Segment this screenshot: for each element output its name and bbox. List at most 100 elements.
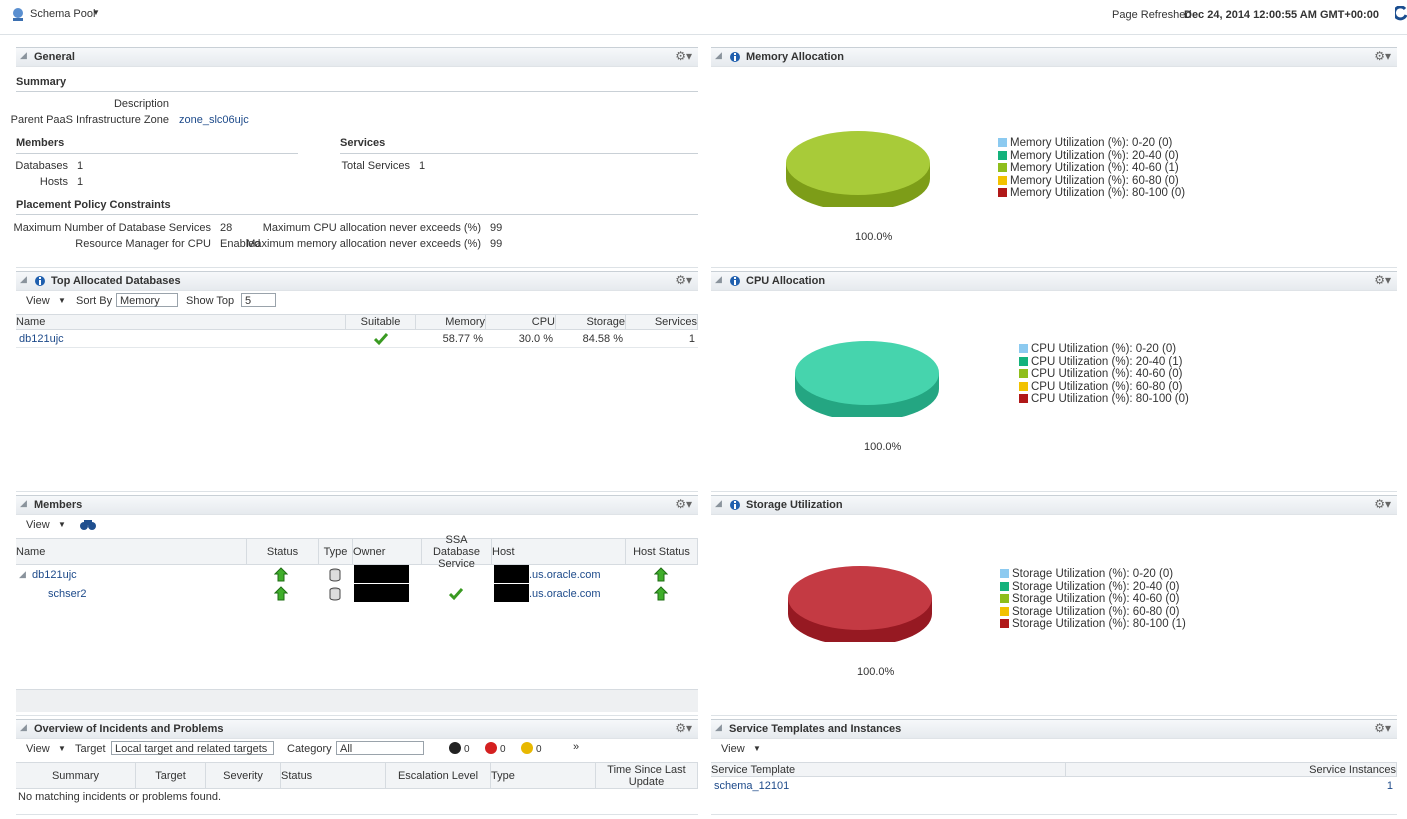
column-header[interactable]: Severity (206, 762, 281, 789)
column-header[interactable]: Service Template (711, 762, 1066, 777)
column-header[interactable]: Status (281, 762, 386, 789)
legend-swatch (1000, 594, 1009, 603)
app-icon (13, 8, 23, 21)
field-value: Enabled (220, 238, 261, 250)
collapse-toggle[interactable]: ◢ (715, 274, 722, 284)
column-header[interactable]: Host Status (626, 538, 698, 565)
field-label: Resource Manager for CPU (75, 238, 211, 250)
database-link[interactable]: db121ujc (19, 333, 64, 345)
target-select[interactable]: Local target and related targets (111, 741, 274, 755)
panel-title: Memory Allocation (746, 51, 844, 63)
field-label: Parent PaaS Infrastructure Zone (10, 114, 169, 126)
panel-menu[interactable]: ⚙▾ (675, 497, 692, 511)
member-link[interactable]: schser2 (48, 588, 87, 600)
column-header[interactable]: Name (16, 538, 247, 565)
refresh-button (1395, 6, 1407, 21)
empty-message: No matching incidents or problems found. (18, 791, 221, 803)
caret: ▼ (58, 520, 66, 529)
field-label: Category (287, 743, 332, 755)
view-menu[interactable]: View (26, 743, 50, 755)
column-header[interactable]: Target (136, 762, 206, 789)
panel: ◢ Storage Utilization ⚙▾ 100.0% Storage Uti… (711, 495, 1397, 716)
legend-label: CPU Utilization (%): 40-60 (0) (1031, 368, 1183, 380)
field-label: Sort By (76, 295, 113, 307)
column-header[interactable]: Memory (416, 314, 486, 330)
refreshed-value: Dec 24, 2014 12:00:55 AM GMT+00:00 (1184, 9, 1379, 21)
member-link[interactable]: db121ujc (32, 569, 77, 581)
legend-label: Storage Utilization (%): 60-80 (0) (1012, 605, 1180, 618)
host-link[interactable]: .us.oracle.com (529, 569, 601, 581)
column-header[interactable]: Storage (556, 314, 626, 330)
collapse-toggle[interactable]: ◢ (715, 722, 722, 732)
column-header[interactable]: CPU (486, 314, 556, 330)
panel-title: CPU Allocation (746, 275, 826, 287)
panel-menu[interactable]: ⚙▾ (1374, 49, 1391, 63)
column-header[interactable]: Service Instances (1066, 762, 1397, 777)
view-menu[interactable]: View (721, 743, 745, 755)
column-header[interactable]: Type (491, 762, 596, 789)
expand-toggle: ◢ (19, 569, 26, 579)
legend-swatch (1000, 569, 1009, 578)
column-header[interactable]: Status (247, 538, 319, 565)
panel: ◢ Memory Allocation ⚙▾ 100.0% Memory Utiliz… (711, 47, 1397, 268)
show-top-select[interactable]: 5 (241, 293, 276, 307)
field-label: Show Top (186, 295, 235, 307)
header-border (0, 34, 1407, 35)
column-header[interactable]: Escalation Level (386, 762, 491, 789)
template-link[interactable]: schema_12101 (714, 780, 790, 792)
pie-chart (786, 131, 930, 207)
table-footer (16, 689, 698, 712)
category-select[interactable]: All (336, 741, 424, 755)
panel-menu[interactable]: ⚙▾ (675, 49, 692, 63)
divider (340, 153, 698, 154)
panel-title: Overview of Incidents and Problems (34, 723, 224, 735)
panel-header: ◢ Members ⚙▾ (16, 495, 698, 515)
column-header[interactable]: SSA Database Service (422, 534, 492, 570)
panel-title: Storage Utilization (746, 499, 843, 511)
column-header[interactable]: Host (492, 538, 626, 565)
collapse-toggle[interactable]: ◢ (20, 274, 27, 284)
collapse-toggle[interactable]: ◢ (20, 722, 27, 732)
collapse-toggle[interactable]: ◢ (715, 50, 722, 60)
collapse-toggle[interactable]: ◢ (20, 498, 27, 508)
column-header[interactable]: Summary (16, 762, 136, 789)
view-menu[interactable]: View (26, 519, 50, 531)
count: 0 (464, 744, 470, 755)
redacted (494, 584, 529, 602)
info-icon (730, 276, 740, 286)
host-link[interactable]: .us.oracle.com (529, 588, 601, 600)
sort-select[interactable]: Memory (116, 293, 178, 307)
panel-menu[interactable]: ⚙▾ (1374, 497, 1391, 511)
legend-swatch (998, 163, 1007, 172)
column-header[interactable]: Name (16, 314, 346, 330)
field-label: Maximum Number of Database Services (13, 222, 211, 234)
dropdown-caret[interactable]: ▼ (92, 8, 100, 17)
column-header[interactable]: Suitable (346, 314, 416, 330)
row-border (16, 347, 698, 348)
column-header[interactable]: Time Since Last Update (596, 762, 698, 789)
column-header[interactable]: Services (626, 314, 698, 330)
field-label: Databases (15, 160, 68, 172)
collapse-toggle[interactable]: ◢ (20, 50, 27, 60)
panel: ◢ General ⚙▾ Summary Description Parent PaaS … (11, 47, 698, 268)
panel-menu[interactable]: ⚙▾ (675, 721, 692, 735)
panel-menu[interactable]: ⚙▾ (1374, 273, 1391, 287)
divider (16, 214, 698, 215)
column-header[interactable]: Owner (353, 538, 422, 565)
legend-swatch (1000, 619, 1009, 628)
view-menu[interactable]: View (26, 295, 50, 307)
legend-label: Storage Utilization (%): 0-20 (0) (1012, 568, 1174, 580)
zone-link[interactable]: zone_slc06ujc (179, 114, 249, 126)
instances-link[interactable]: 1 (1386, 780, 1393, 792)
host-status-icon (654, 567, 668, 582)
panel-menu[interactable]: ⚙▾ (675, 273, 692, 287)
divider (16, 153, 298, 154)
page-title[interactable]: Schema Pool (30, 8, 96, 20)
field-label: Total Services (341, 160, 410, 172)
panel-menu[interactable]: ⚙▾ (1374, 721, 1391, 735)
column-header[interactable]: Type (319, 538, 353, 565)
legend-swatch (1000, 606, 1009, 616)
legend-label: Storage Utilization (%): 40-60 (0) (1012, 593, 1180, 605)
collapse-toggle[interactable]: ◢ (715, 498, 722, 508)
